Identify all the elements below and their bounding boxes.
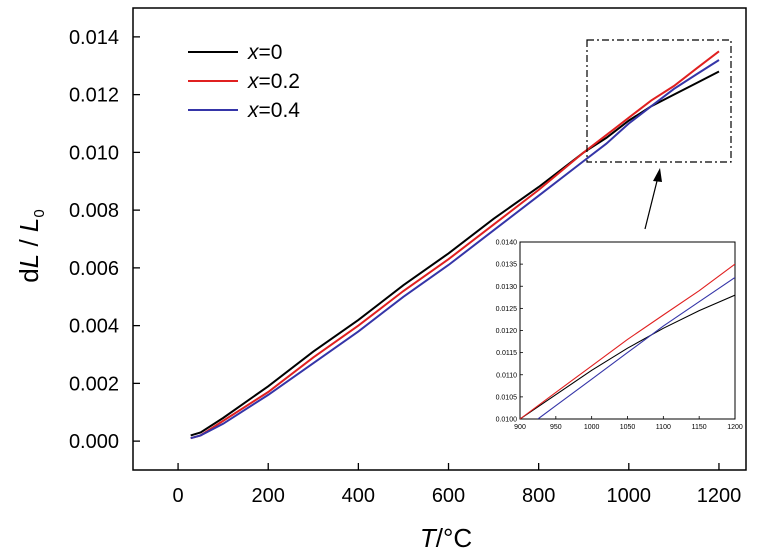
inset-x-tick-label: 900: [514, 424, 526, 431]
inset-y-tick-label: 0.0125: [496, 306, 518, 313]
legend: x=0 x=0.2 x=0.4: [188, 41, 300, 122]
series-line: [190, 59, 720, 440]
y-tick-label: 0.006: [69, 258, 119, 280]
inset-x-tick-label: 1100: [656, 424, 671, 431]
inset-frame: [519, 241, 736, 420]
y-tick-label: 0.002: [69, 373, 119, 395]
y-tick-label: 0.008: [69, 200, 119, 222]
legend-label: x=0.4: [247, 99, 300, 122]
inset-y-tick-label: 0.0120: [496, 328, 518, 335]
inset-series-line: [537, 276, 735, 419]
y-tick-label: 0.010: [69, 142, 119, 164]
legend-label: x=0.2: [247, 70, 300, 93]
y-tick-label: 0.014: [69, 27, 119, 49]
x-tick-label: 1000: [607, 485, 652, 507]
zoom-arrow-shaft: [644, 180, 658, 230]
y-tick-label: 0.004: [69, 316, 119, 338]
series-line: [190, 70, 720, 437]
inset-y-tick-label: 0.0100: [496, 417, 518, 424]
inset-series-line: [520, 294, 735, 419]
inset-y-tick-label: 0.0115: [496, 350, 517, 357]
inset-y-tick-label: 0.0105: [496, 394, 518, 401]
zoom-indicator: [586, 39, 732, 230]
inset-x-tick-label: 1200: [727, 424, 743, 431]
zoom-arrow-head: [653, 168, 662, 182]
x-tick-label: 200: [252, 485, 285, 507]
legend-label: x=0: [247, 41, 282, 64]
inset-y-tick-label: 0.0110: [496, 372, 517, 379]
inset-y-tick-label: 0.0130: [496, 284, 518, 291]
zoom-region-box: [586, 39, 732, 163]
inset-x-tick-label: 1150: [692, 424, 707, 431]
inset-x-tick-label: 1000: [584, 424, 600, 431]
x-tick-label: 0: [173, 485, 184, 507]
inset-y-tick-label: 0.0135: [496, 262, 518, 269]
inset-x-tick-label: 950: [550, 424, 562, 431]
inset-x-tick-label: 1050: [620, 424, 636, 431]
x-tick-label: 400: [342, 485, 375, 507]
inset-series-line: [520, 263, 735, 419]
inset-plot: 900 950 1000 1050 1100 1150 1200 0.0100 0.0105 0.…: [496, 240, 743, 432]
series-line: [190, 50, 720, 440]
x-tick-label: 600: [432, 485, 465, 507]
x-tick-label: 800: [522, 485, 555, 507]
x-tick-label: 1200: [697, 485, 742, 507]
plot-frame: [132, 7, 747, 471]
inset-y-tick-label: 0.0140: [496, 240, 518, 247]
y-axis-title: dL / L0: [14, 209, 48, 282]
main-plot: 0 200 400 600 800 1000 1200 0.000 0.002 0.004 0.00…: [69, 7, 747, 507]
y-tick-label: 0.000: [69, 431, 119, 453]
y-tick-label: 0.012: [69, 85, 119, 107]
x-axis-title: T/°C: [420, 523, 472, 553]
